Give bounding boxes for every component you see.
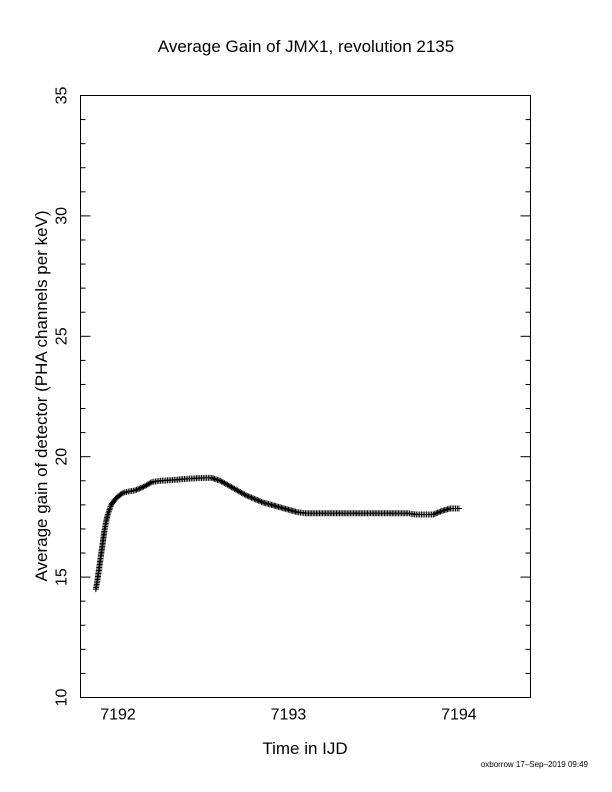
data-point [217,477,231,488]
data-point [101,520,109,535]
data-point [251,495,265,505]
data-point [455,505,462,512]
data-point [353,510,376,517]
data-point [387,510,410,517]
data-point [99,529,108,547]
data-point [115,490,125,500]
x-tick-label: 7193 [271,707,307,724]
data-point [132,484,146,494]
data-point [120,489,130,496]
data-point [234,487,248,498]
y-tick-label: 35 [54,87,71,105]
data-point [94,565,103,583]
y-tick-label: 30 [54,207,71,225]
y-tick-label: 25 [54,327,71,345]
data-point [319,510,342,517]
x-tick-label: 7192 [100,707,136,724]
y-tick-label: 15 [54,568,71,586]
data-point [97,541,106,559]
data-point [225,482,239,493]
chart-title: Average Gain of JMX1, revolution 2135 [158,37,454,56]
axis-tick-labels: 7192 7193 7194 10 15 20 25 30 35 [54,87,477,724]
y-tick-label: 20 [54,448,71,466]
data-point [104,508,112,518]
data-point [302,510,324,517]
data-point [111,494,120,504]
data-point [370,510,393,517]
y-tick-label: 10 [54,689,71,707]
data-point [140,479,154,490]
data-points [92,474,462,593]
data-point [108,498,117,508]
x-axis-label: Time in IJD [262,739,347,758]
footer-credit: oxborrow 17–Sep–2019 09:49 [481,760,589,769]
axis-ticks [80,95,531,698]
data-point [106,503,114,513]
data-point [336,510,359,517]
data-point [92,578,101,593]
data-point [430,508,444,518]
data-point [96,553,104,571]
plot-frame [80,95,531,698]
x-tick-label: 7194 [441,707,477,724]
y-axis-label: Average gain of detector (PHA channels p… [32,210,51,581]
data-point [242,492,256,502]
